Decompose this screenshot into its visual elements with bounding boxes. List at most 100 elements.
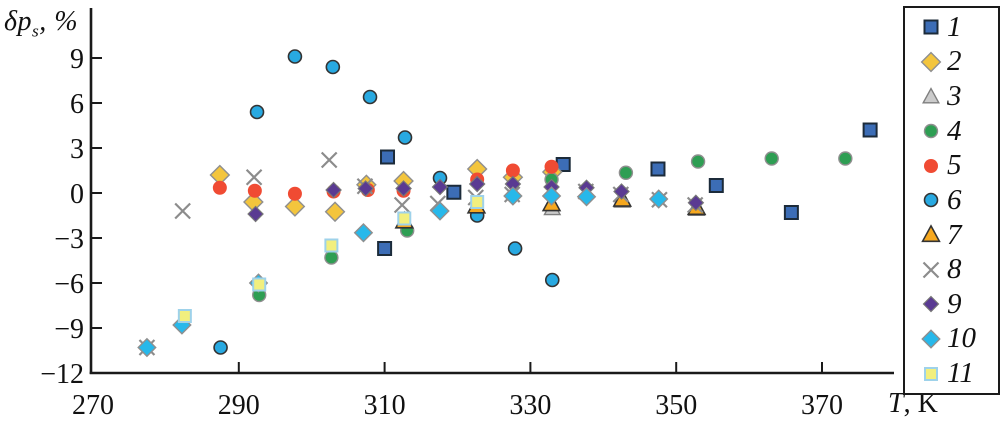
series-1-point	[783, 205, 799, 220]
legend-box: 1 2 3 4 5 6 7 8 9 10 11	[903, 6, 1000, 395]
legend-item-9: 9	[905, 287, 998, 320]
series-9-point	[395, 180, 412, 197]
series-5-point	[212, 180, 227, 195]
legend-label: 4	[947, 114, 962, 147]
series-5-point	[544, 159, 559, 174]
series-9-point	[325, 181, 342, 199]
series-11-point	[470, 195, 485, 209]
series-10-point	[430, 201, 450, 221]
series-10-point	[541, 186, 562, 206]
legend-item-7: 7	[905, 218, 998, 251]
series-6-marker-icon	[923, 193, 939, 208]
series-9-point	[247, 205, 264, 223]
series-11-point	[324, 238, 339, 253]
series-4-point	[690, 154, 706, 169]
y-tick-label: 3	[70, 134, 84, 165]
legend-label: 10	[947, 322, 976, 355]
x-tick-label: 350	[655, 390, 697, 421]
series-1-point	[377, 241, 393, 256]
legend-item-6: 6	[905, 183, 998, 216]
series-4-point	[324, 250, 339, 265]
x-tick-label: 330	[509, 390, 551, 421]
series-4-marker-icon	[923, 123, 939, 139]
legend-label: 7	[947, 218, 962, 251]
legend-item-5: 5	[905, 151, 998, 180]
x-tick-label: 310	[364, 390, 406, 421]
x-tick-label: 270	[72, 390, 114, 421]
legend-item-8: 8	[905, 255, 998, 284]
y-tick-label: −6	[54, 269, 84, 300]
series-2-point	[324, 201, 346, 223]
series-5-point	[924, 158, 938, 173]
series-2-point	[920, 51, 942, 73]
series-6-point	[249, 104, 265, 120]
legend-item-10: 10	[905, 324, 998, 353]
series-10-marker-icon	[921, 329, 941, 349]
y-axis-unit: , %	[39, 6, 79, 37]
legend-item-4: 4	[905, 114, 998, 147]
series-1-point	[923, 19, 939, 35]
series-3-marker-icon	[922, 86, 940, 104]
legend-label: 2	[947, 45, 962, 78]
series-11-point	[252, 277, 267, 292]
series-10-point	[576, 187, 597, 207]
series-1-point	[446, 184, 462, 200]
series-11-point	[924, 366, 938, 381]
series-5-marker-icon	[924, 158, 938, 173]
series-9-point	[357, 180, 374, 197]
series-9-marker-icon	[922, 295, 940, 313]
y-tick-label: 9	[70, 44, 84, 75]
series-6-point	[287, 49, 303, 64]
y-tick-label: 0	[70, 179, 84, 210]
series-6-point	[923, 193, 939, 208]
legend-label: 6	[947, 183, 962, 216]
series-10-point	[353, 223, 374, 243]
series-5-point	[247, 183, 262, 198]
series-11-point	[397, 211, 412, 226]
series-8-point	[922, 261, 940, 278]
series-6-point	[397, 130, 413, 145]
series-1-point	[708, 178, 724, 193]
y-axis-title: δps, %	[4, 6, 78, 42]
series-1-marker-icon	[923, 19, 939, 35]
y-tick-label: −9	[54, 314, 84, 345]
y-tick-label: −3	[54, 224, 84, 255]
series-9-point	[431, 178, 449, 196]
series-7-point	[921, 224, 941, 243]
series-11-point	[177, 309, 192, 323]
series-5-point	[287, 186, 302, 201]
legend-item-2: 2	[905, 47, 998, 76]
series-6-point	[325, 59, 341, 75]
series-5-point	[505, 163, 520, 178]
legend-label: 1	[947, 10, 962, 43]
legend-label: 9	[947, 287, 962, 320]
y-tick-label: 6	[70, 89, 84, 120]
series-10-point	[648, 189, 669, 209]
series-6-point	[362, 89, 378, 105]
series-4-point	[764, 151, 779, 166]
legend-item-1: 1	[905, 10, 998, 43]
series-2-point	[284, 196, 306, 217]
series-4-point	[618, 165, 634, 180]
y-axis-symbol: δp	[4, 6, 33, 37]
series-8-point	[320, 151, 338, 169]
series-6-point	[507, 241, 523, 256]
series-7-marker-icon	[921, 224, 941, 243]
legend-label: 5	[947, 149, 962, 182]
series-8-point	[245, 168, 263, 186]
series-1-point	[862, 122, 878, 138]
series-1-point	[650, 161, 666, 177]
series-6-point	[544, 272, 560, 288]
y-tick-label: −12	[40, 359, 84, 390]
x-tick-label: 370	[801, 390, 843, 421]
series-8-marker-icon	[922, 261, 940, 278]
series-8-point	[174, 202, 191, 220]
series-3-point	[922, 86, 940, 104]
series-6-point	[213, 340, 228, 355]
series-10-point	[921, 329, 941, 349]
series-9-point	[468, 175, 486, 193]
legend-label: 3	[947, 80, 962, 113]
series-4-point	[838, 151, 853, 166]
